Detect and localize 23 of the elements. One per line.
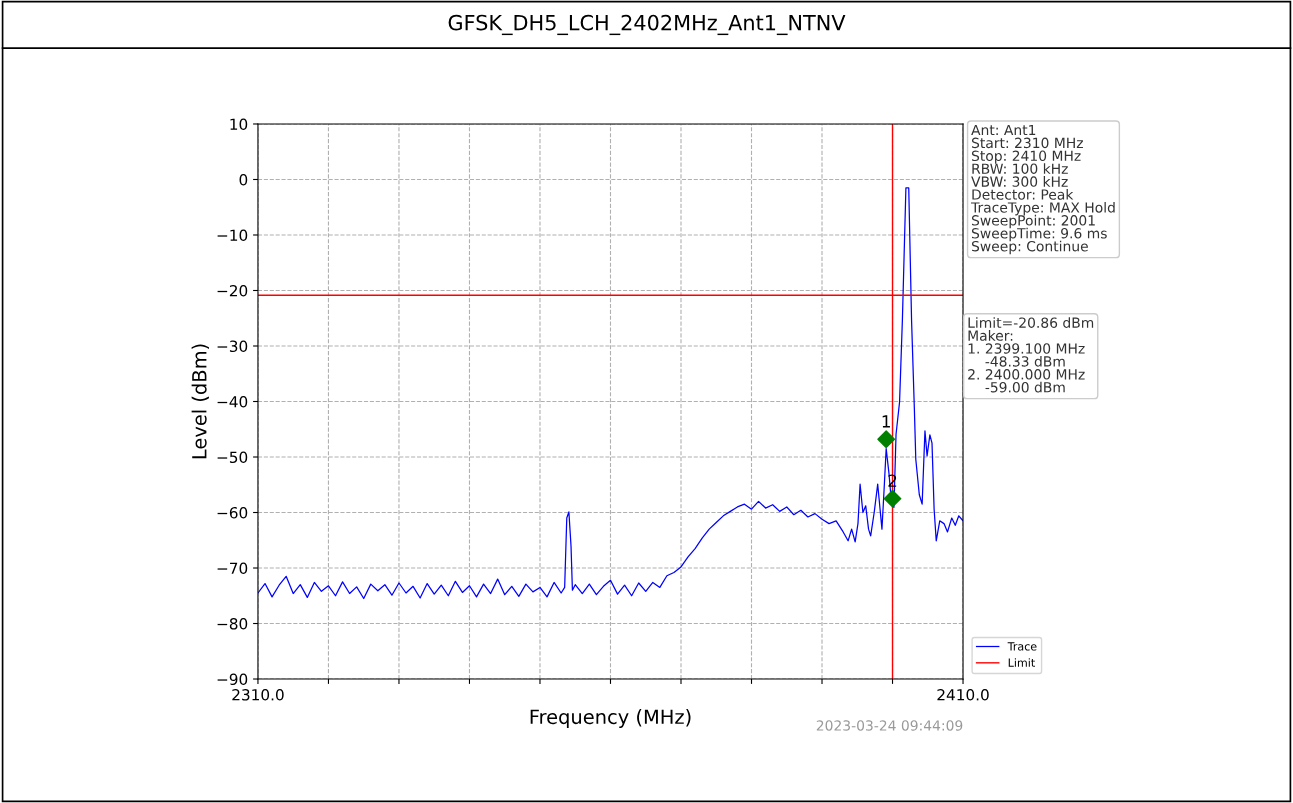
line-series (257, 187, 964, 600)
text: Limit=-20.86 dBm Maker: 1. 2399.100 MHz -48.33 dBm 2. 2400.000 MHz -59.00 dBm (968, 317, 1094, 393)
y-tick-label: −10 (217, 229, 248, 242)
y-axis-title: Level (dBm) (191, 344, 209, 459)
y-tick-label: 0 (239, 173, 248, 186)
y-tick-label: −50 (217, 451, 248, 464)
y-tick-label: −70 (217, 562, 248, 575)
x-axis-title: Frequency (MHz) (530, 709, 691, 728)
text: 2023-03-24 09:44:09 (816, 720, 963, 731)
y-tick-label: −80 (217, 617, 248, 630)
y-tick-label: 10 (230, 118, 248, 130)
y-tick-label: −30 (217, 340, 248, 353)
legend-label: Trace (1007, 642, 1037, 651)
y-tick-label: −90 (217, 673, 248, 686)
text: Ant: Ant1 Start: 2310 MHz Stop: 2410 MHz RBW: 100 kHz VBW: 300 kHz Detector: Peak TraceType: MAX Hold SweepPoint: 2001 SweepTime: 9.6 ms Sweep: Continue (971, 124, 1115, 255)
y-tick-label: −20 (217, 284, 248, 297)
x-tick-label: 2310.0 (232, 689, 284, 701)
chart-title: GFSK_DH5_LCH_2402MHz_Ant1_NTNV (448, 14, 846, 36)
x-tick-label: 2410.0 (937, 689, 989, 701)
y-tick-label: −40 (217, 395, 248, 408)
annotation: 1 (882, 415, 890, 428)
legend-label: Limit (1008, 658, 1035, 667)
y-tick-label: −60 (217, 506, 248, 519)
